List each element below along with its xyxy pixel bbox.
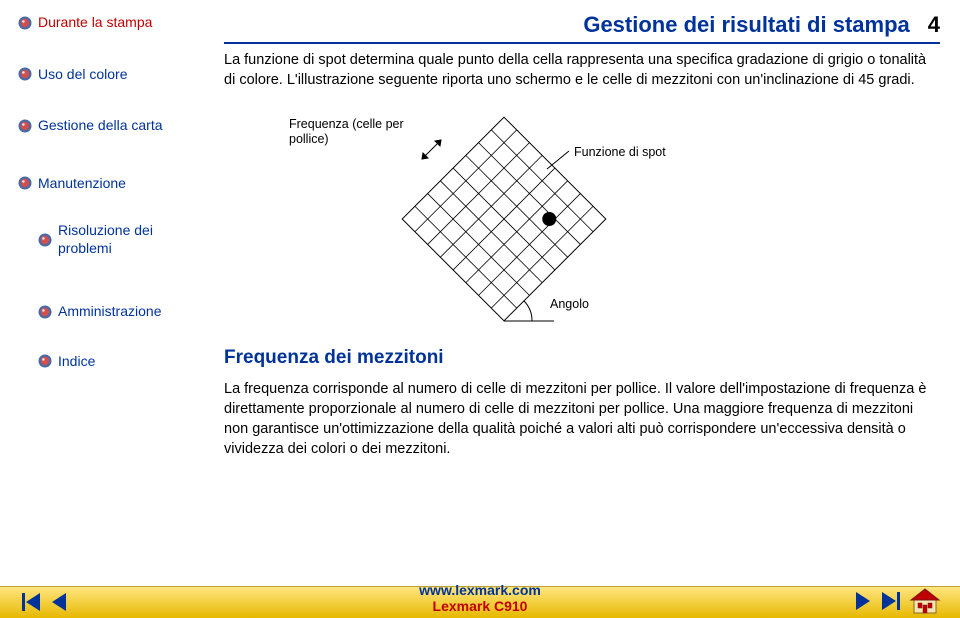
footer: www.lexmark.com Lexmark C910 xyxy=(0,564,960,618)
sidebar-item-label: Manutenzione xyxy=(38,175,126,193)
sidebar-item-admin[interactable]: Amministrazione xyxy=(38,303,200,321)
halftone-diagram: Frequenza (celle per pollice) Funzione d… xyxy=(254,109,774,329)
page-header: Gestione dei risultati di stampa 4 xyxy=(583,12,940,38)
nav-arrows-left xyxy=(18,590,70,614)
sidebar-item-indice[interactable]: Indice xyxy=(38,353,200,371)
sidebar-item-problemi[interactable]: Risoluzione dei problemi xyxy=(38,222,200,257)
freq-paragraph: La frequenza corrisponde al numero di ce… xyxy=(224,379,940,460)
intro-paragraph: La funzione di spot determina quale punt… xyxy=(224,50,940,91)
home-icon[interactable] xyxy=(908,586,942,616)
prev-page-icon[interactable] xyxy=(48,590,70,614)
sidebar-item-label: Indice xyxy=(58,353,95,371)
first-page-icon[interactable] xyxy=(18,590,44,614)
bullet-icon xyxy=(38,233,52,247)
footer-texts: www.lexmark.com Lexmark C910 xyxy=(0,582,960,614)
page-title: Gestione dei risultati di stampa xyxy=(583,12,909,38)
bullet-icon xyxy=(18,67,32,81)
last-page-icon[interactable] xyxy=(878,589,904,613)
bullet-icon xyxy=(18,119,32,133)
sidebar-item-label: Durante la stampa xyxy=(38,14,152,32)
bullet-icon xyxy=(38,354,52,368)
sidebar-item-manutenzione[interactable]: Manutenzione xyxy=(18,175,200,193)
main-content: La funzione di spot determina quale punt… xyxy=(224,50,940,460)
page-number: 4 xyxy=(928,12,940,38)
grid-svg xyxy=(354,109,694,329)
bullet-icon xyxy=(38,305,52,319)
sidebar: Durante la stampa Uso del colore Gestion… xyxy=(0,0,200,370)
bullet-icon xyxy=(18,16,32,30)
footer-url[interactable]: www.lexmark.com xyxy=(0,582,960,598)
bullet-icon xyxy=(18,176,32,190)
sidebar-item-label: Risoluzione dei problemi xyxy=(58,222,200,257)
sidebar-item-label: Amministrazione xyxy=(58,303,161,321)
footer-product: Lexmark C910 xyxy=(0,598,960,614)
nav-arrows-right xyxy=(852,586,942,616)
sidebar-item-label: Gestione della carta xyxy=(38,117,163,135)
sidebar-item-label: Uso del colore xyxy=(38,66,128,84)
sidebar-item-stampa[interactable]: Durante la stampa xyxy=(18,14,200,32)
sidebar-item-colore[interactable]: Uso del colore xyxy=(18,66,200,84)
next-page-icon[interactable] xyxy=(852,589,874,613)
sidebar-item-carta[interactable]: Gestione della carta xyxy=(18,117,200,135)
section-subheading: Frequenza dei mezzitoni xyxy=(224,347,940,369)
header-rule xyxy=(224,42,940,44)
